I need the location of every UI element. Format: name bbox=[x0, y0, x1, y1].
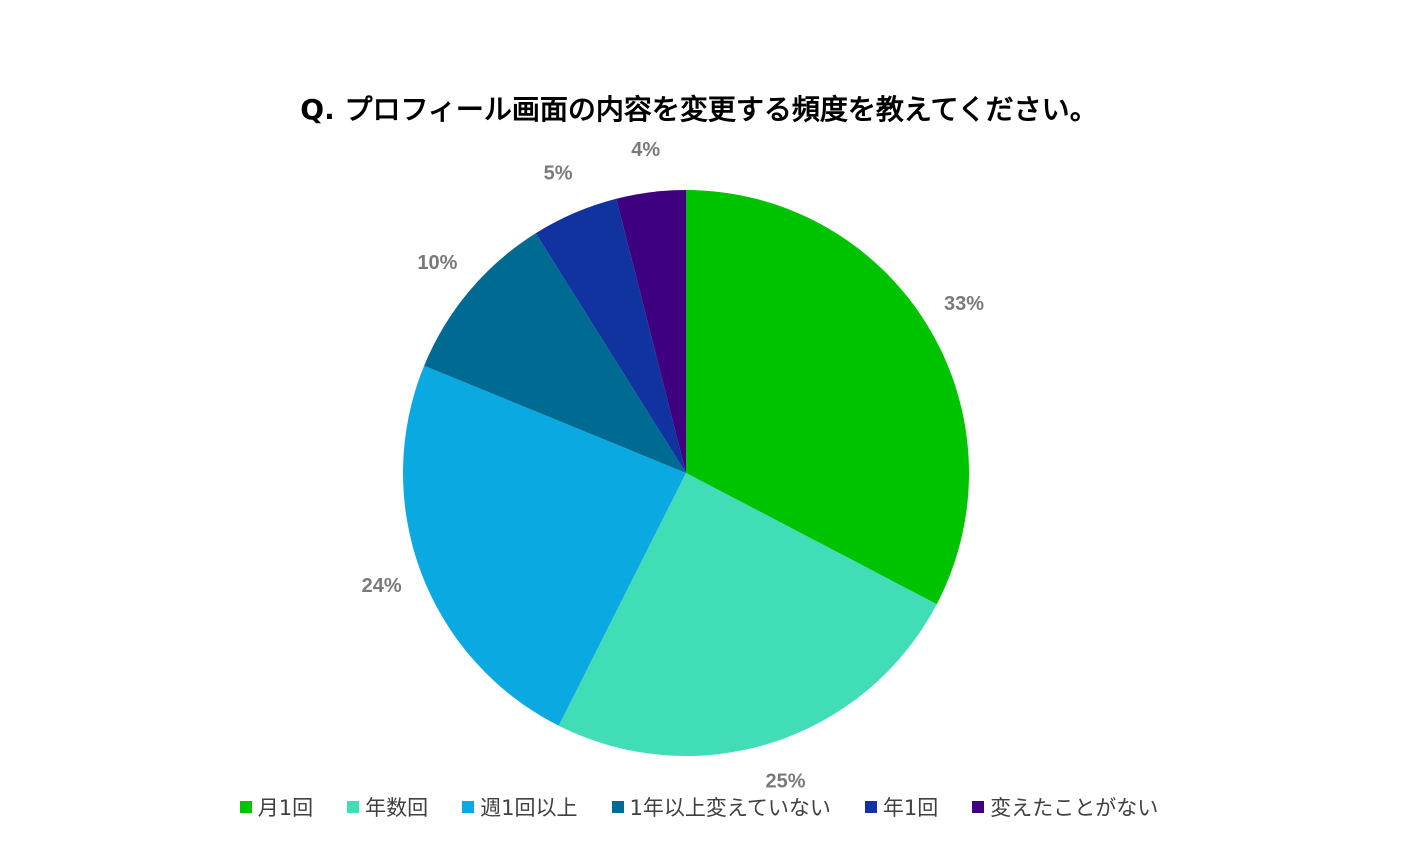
chart-legend: 月1回 年数回 週1回以上 1年以上変えていない 年1回 変えたことがない bbox=[0, 792, 1398, 822]
pie-slices bbox=[402, 190, 970, 756]
pie-data-labels: 33% 25% 24% 10% 5% 4% bbox=[362, 139, 985, 793]
pie-slice-2 bbox=[558, 473, 937, 756]
pie-slice-3 bbox=[402, 365, 686, 726]
legend-label: 変えたことがない bbox=[990, 796, 1159, 820]
legend-swatch bbox=[462, 801, 475, 813]
legend-item: 月1回 bbox=[239, 792, 314, 822]
legend-swatch bbox=[972, 801, 985, 813]
slice-value-label: 25% bbox=[765, 771, 805, 793]
legend-label: 年数回 bbox=[365, 796, 429, 820]
pie-slice-6 bbox=[616, 190, 686, 473]
slice-value-label: 24% bbox=[362, 575, 402, 597]
legend-item: 1年以上変えていない bbox=[611, 792, 831, 822]
slice-value-label: 5% bbox=[544, 162, 573, 184]
legend-item: 変えたことがない bbox=[972, 792, 1158, 822]
slice-value-label: 10% bbox=[417, 252, 457, 274]
legend-item: 年1回 bbox=[864, 792, 939, 822]
slice-value-label: 33% bbox=[944, 293, 984, 315]
chart-title: Q. プロフィール画面の内容を変更する頻度を教えてください。 bbox=[300, 93, 1098, 126]
pie-slice-4 bbox=[424, 233, 686, 473]
legend-swatch bbox=[239, 801, 252, 813]
slice-value-label: 4% bbox=[631, 139, 660, 161]
legend-swatch bbox=[611, 801, 624, 813]
legend-label: 月1回 bbox=[257, 796, 314, 820]
legend-label: 年1回 bbox=[882, 796, 939, 820]
legend-item: 週1回以上 bbox=[462, 792, 578, 822]
legend-item: 年数回 bbox=[347, 792, 428, 822]
pie-slice-5 bbox=[535, 198, 686, 473]
pie-slice-1 bbox=[686, 190, 970, 605]
legend-swatch bbox=[864, 801, 877, 813]
legend-swatch bbox=[347, 801, 360, 813]
legend-label: 週1回以上 bbox=[480, 796, 578, 820]
legend-label: 1年以上変えていない bbox=[629, 796, 831, 820]
